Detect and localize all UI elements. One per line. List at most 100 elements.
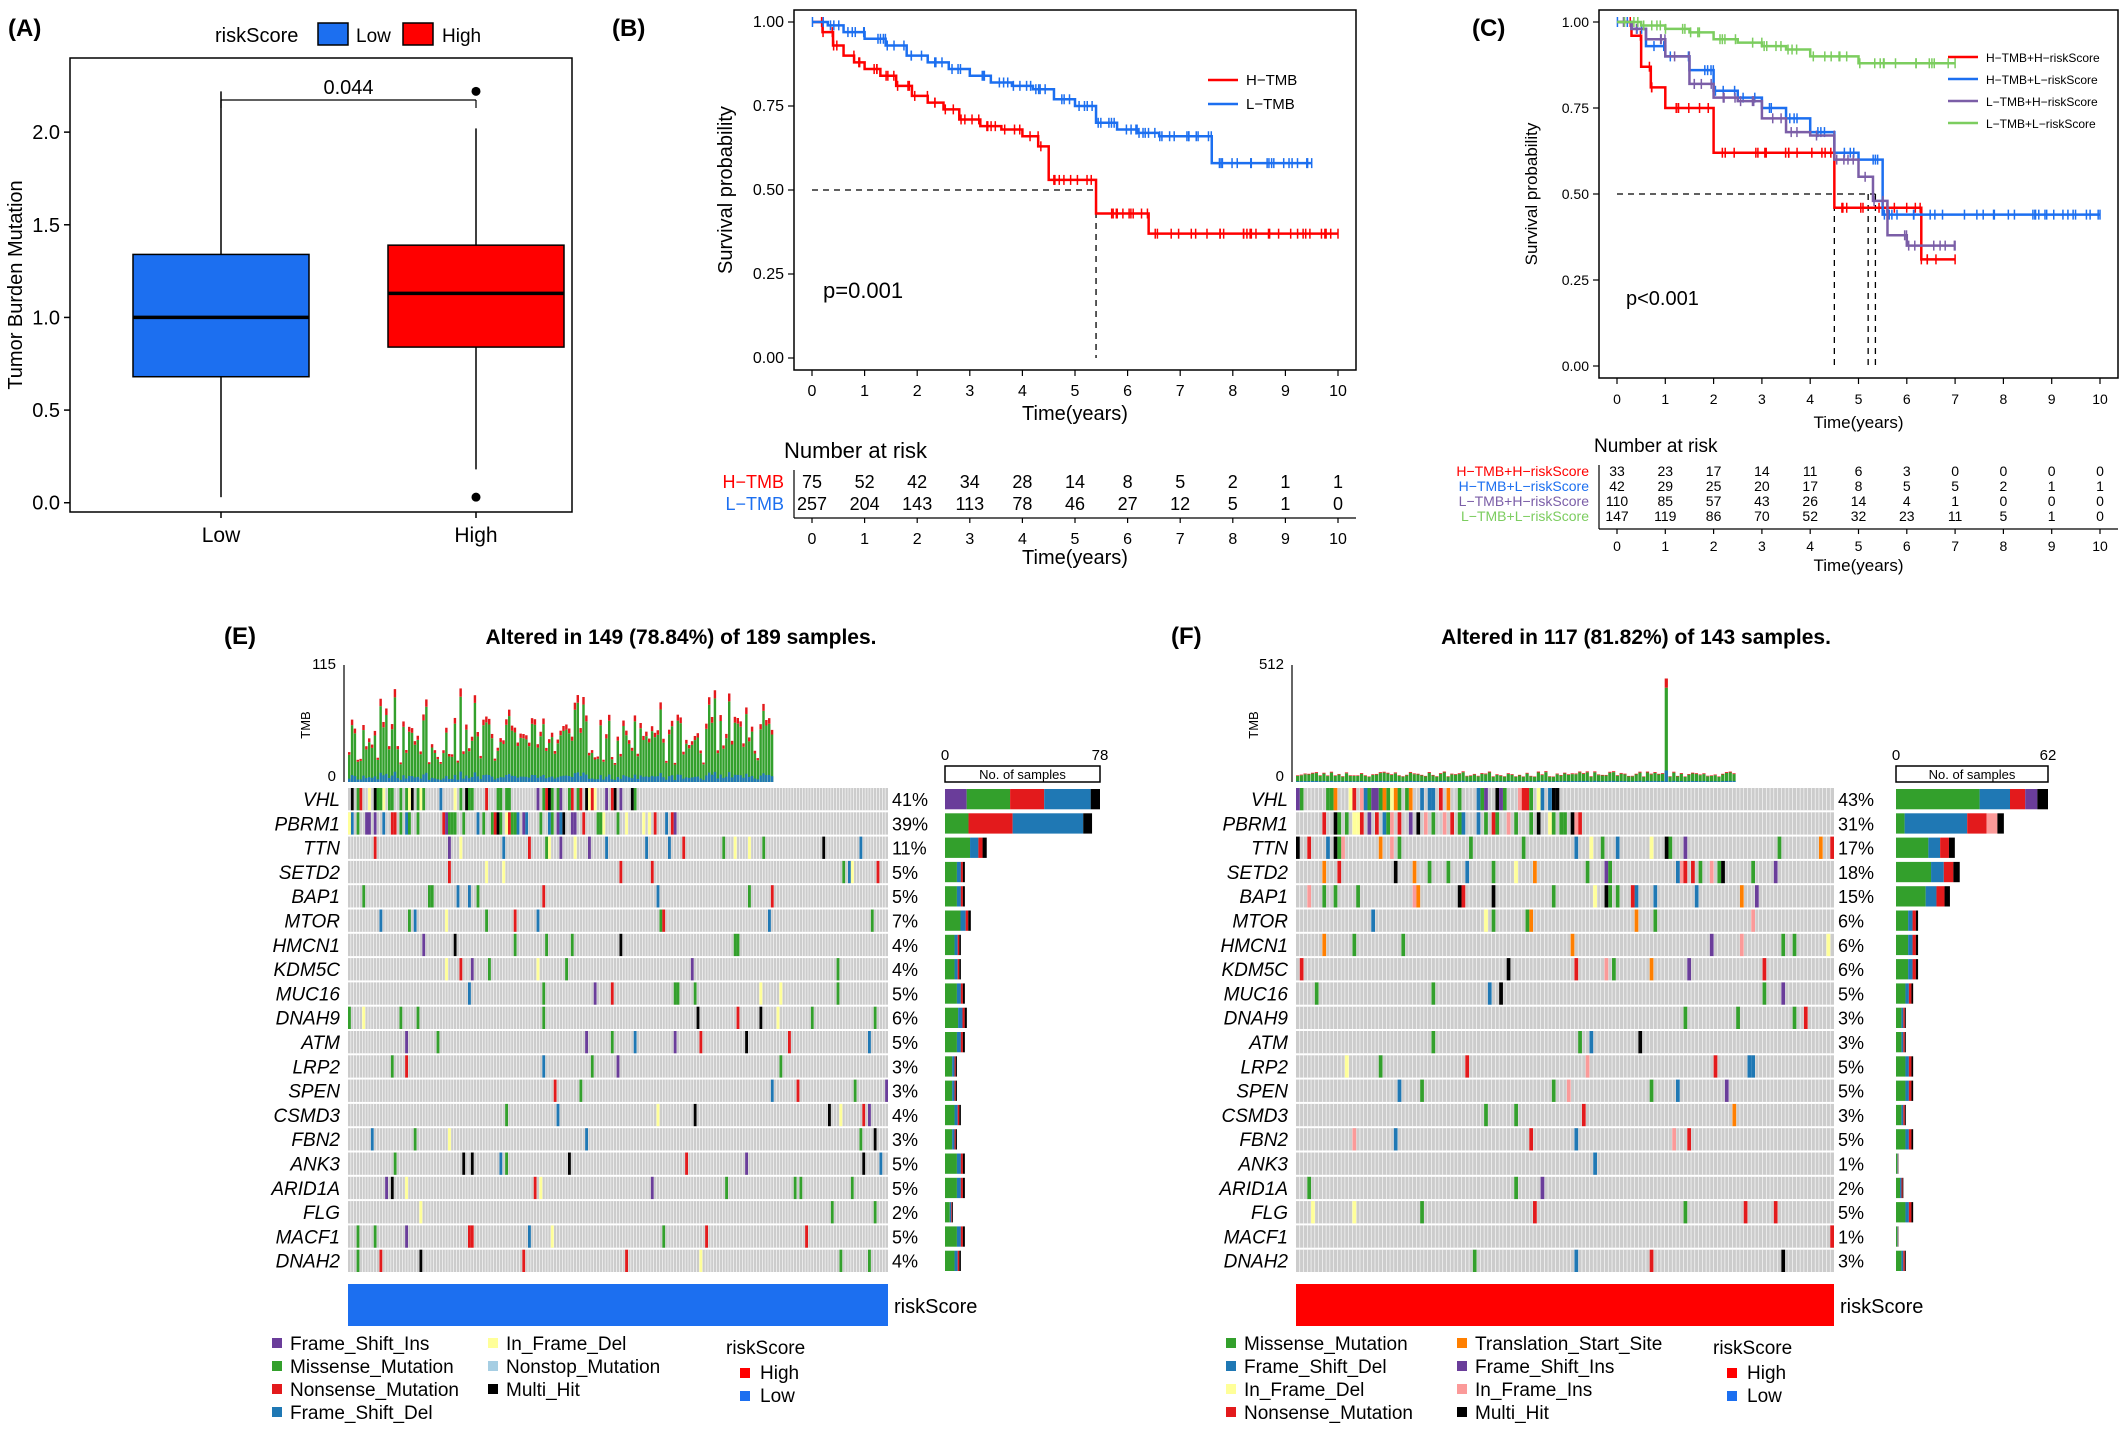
tmb-bar xyxy=(445,727,448,733)
mutation-cell xyxy=(385,1176,388,1200)
mutation-cell xyxy=(570,812,574,835)
sample-count-bar xyxy=(960,886,963,907)
tmb-bar xyxy=(459,688,462,697)
mutation-cell xyxy=(448,1128,451,1151)
tmb-bar xyxy=(625,776,628,782)
sample-count-bar xyxy=(952,1056,955,1077)
tmb-bar xyxy=(373,730,377,736)
mutation-cell xyxy=(876,860,880,884)
tmb-bar xyxy=(359,758,362,761)
sample-count-bar xyxy=(956,886,961,907)
tmb-bar xyxy=(410,776,414,782)
risk-value: 2 xyxy=(1228,472,1238,492)
mutation-cell xyxy=(736,933,740,957)
mutation-cell xyxy=(382,812,386,835)
tmb-bar xyxy=(630,778,634,782)
tmb-bar xyxy=(759,729,762,782)
y-tick-label: 2.0 xyxy=(32,122,60,144)
mutation-cell xyxy=(596,812,600,835)
tmb-bar xyxy=(619,753,622,757)
gene-percent: 5% xyxy=(892,887,918,907)
tmb-bar xyxy=(588,755,591,782)
risk-value: 32 xyxy=(1851,508,1867,524)
risk-x-tick-label: 3 xyxy=(965,531,974,548)
x-tick-label: 3 xyxy=(1758,391,1766,407)
tmb-bar xyxy=(628,777,631,782)
tmb-bar xyxy=(719,715,722,722)
tmb-bar xyxy=(645,776,648,782)
tmb-bar xyxy=(482,725,485,782)
tmb-bar xyxy=(676,774,679,782)
sample-count-bar xyxy=(955,1129,957,1150)
tmb-bar xyxy=(556,777,559,782)
tmb-bar xyxy=(745,707,748,715)
sample-count-bar xyxy=(959,959,961,980)
mutation-cell xyxy=(762,836,766,859)
tmb-bar xyxy=(656,734,659,782)
risk-value: 20 xyxy=(1754,478,1770,494)
y-tick-label: 0.50 xyxy=(753,182,784,199)
mutation-cell xyxy=(870,909,874,932)
tmb-bar xyxy=(428,763,431,782)
x-tick-label: 4 xyxy=(1806,391,1814,407)
x-tick-label: 2 xyxy=(913,383,922,400)
tmb-bar xyxy=(599,725,602,782)
risk-value: 14 xyxy=(1851,493,1867,509)
mutation-cell xyxy=(545,836,548,859)
mutation-cell xyxy=(642,812,646,835)
risk-value: 1 xyxy=(2048,508,2056,524)
risk-value: 1 xyxy=(1280,472,1290,492)
mutation-cell xyxy=(542,1055,546,1078)
mutation-cell xyxy=(499,788,503,811)
risk-value: 1 xyxy=(1333,472,1343,492)
tmb-bar xyxy=(470,776,474,782)
risk-value: 0 xyxy=(1333,494,1343,514)
risk-value: 204 xyxy=(850,494,880,514)
tmb-bar xyxy=(602,761,605,782)
x-tick-label: 10 xyxy=(2092,391,2108,407)
risk-value: 0 xyxy=(2048,493,2056,509)
mutation-cell xyxy=(556,788,560,811)
sample-count-bar xyxy=(960,1177,963,1199)
risk-value: 52 xyxy=(855,472,875,492)
mutation-cell xyxy=(862,1152,866,1175)
gene-label: FBN2 xyxy=(291,1130,340,1151)
mutation-cell xyxy=(390,1176,394,1200)
tmb-bar xyxy=(402,726,405,782)
sample-count-bar xyxy=(945,1153,957,1174)
risk-x-tick-label: 8 xyxy=(1228,531,1237,548)
tmb-bar xyxy=(462,754,465,782)
mutation-cell xyxy=(668,836,671,859)
mutation-cell xyxy=(768,909,771,932)
tmb-bar xyxy=(373,735,377,782)
sample-count-bar xyxy=(960,1153,963,1174)
tmb-bar xyxy=(588,752,591,756)
tmb-bar xyxy=(742,777,745,782)
tmb-bar xyxy=(390,729,394,782)
tmb-bar xyxy=(748,741,751,782)
tmb-bar xyxy=(470,740,474,782)
tmb-bar xyxy=(545,750,548,782)
risk-value: 0 xyxy=(2048,463,2056,479)
outlier-point xyxy=(471,86,481,96)
mutation-cell xyxy=(610,788,614,811)
mutation-cell xyxy=(405,1176,408,1200)
tmb-bar xyxy=(728,772,731,782)
tmb-bar xyxy=(539,731,542,737)
tmb-bar xyxy=(436,756,439,760)
sample-count-bar xyxy=(959,934,961,956)
mutation-cell xyxy=(470,958,474,981)
mutation-cell xyxy=(779,1055,783,1078)
x-tick-label: 2 xyxy=(1710,391,1718,407)
tmb-bar xyxy=(750,775,754,782)
mutation-cell xyxy=(665,812,668,835)
y-tick-label: 0.25 xyxy=(1562,272,1589,288)
mutation-cell xyxy=(873,1006,877,1029)
risk-value: 5 xyxy=(1903,478,1911,494)
tmb-bar xyxy=(753,753,757,782)
tmb-bar xyxy=(636,778,639,782)
tmb-bar xyxy=(516,742,519,747)
mutation-cell xyxy=(516,812,520,835)
tmb-bar xyxy=(765,720,768,726)
mutation-cell xyxy=(582,812,586,835)
